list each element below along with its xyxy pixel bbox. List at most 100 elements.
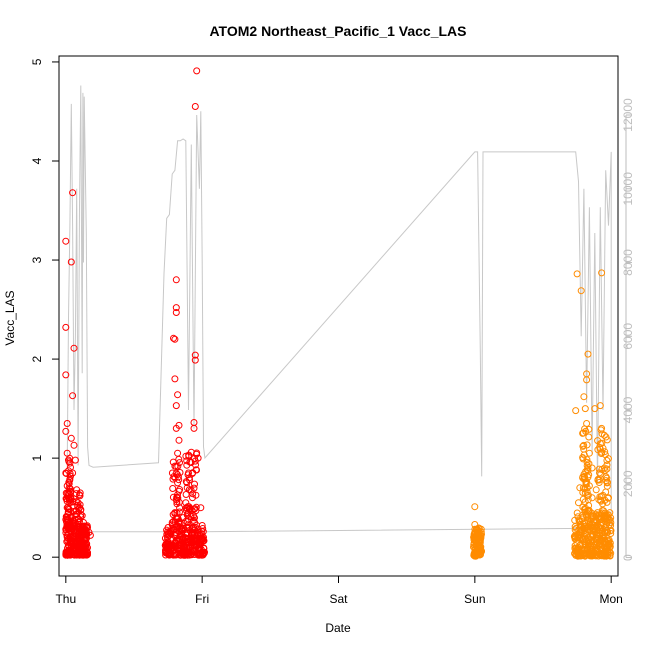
data-point bbox=[181, 549, 189, 557]
data-point bbox=[175, 436, 183, 444]
data-point bbox=[475, 532, 483, 540]
data-point bbox=[573, 509, 581, 517]
data-point bbox=[588, 464, 596, 472]
data-point bbox=[586, 538, 594, 546]
data-point bbox=[174, 491, 181, 499]
data-point bbox=[199, 525, 207, 532]
data-point bbox=[191, 518, 199, 526]
data-point bbox=[583, 466, 591, 474]
data-point bbox=[65, 494, 72, 502]
data-point bbox=[600, 464, 608, 472]
data-point bbox=[63, 482, 71, 490]
data-point bbox=[575, 499, 582, 507]
data-point bbox=[78, 512, 86, 520]
data-point bbox=[604, 548, 612, 556]
data-point bbox=[571, 526, 579, 534]
data-point bbox=[200, 544, 208, 552]
data-point bbox=[171, 335, 179, 343]
data-point bbox=[585, 482, 593, 490]
data-point bbox=[599, 444, 607, 452]
data-point bbox=[600, 512, 608, 520]
data-point bbox=[64, 505, 72, 513]
data-point bbox=[581, 489, 589, 497]
data-point bbox=[582, 478, 590, 486]
data-point bbox=[604, 455, 612, 463]
data-point bbox=[597, 536, 605, 544]
data-point bbox=[164, 524, 172, 531]
data-point bbox=[606, 509, 614, 517]
data-point bbox=[168, 469, 176, 477]
data-point bbox=[172, 309, 180, 316]
data-point bbox=[598, 424, 606, 432]
data-point bbox=[572, 407, 580, 415]
y-tick-label: 5 bbox=[30, 58, 44, 65]
y2-tick-label: 6000 bbox=[621, 323, 635, 350]
data-point bbox=[166, 545, 174, 553]
data-point bbox=[591, 405, 599, 413]
data-point bbox=[584, 350, 592, 358]
data-point bbox=[181, 534, 189, 541]
data-point bbox=[175, 421, 183, 429]
data-point bbox=[184, 523, 192, 531]
data-point bbox=[186, 458, 194, 466]
data-point bbox=[69, 189, 77, 197]
data-point bbox=[74, 499, 82, 507]
data-point bbox=[65, 506, 73, 513]
data-point bbox=[200, 533, 207, 541]
data-point bbox=[576, 484, 584, 492]
x-tick-label: Mon bbox=[600, 592, 623, 606]
data-point bbox=[176, 504, 184, 512]
data-point bbox=[63, 420, 71, 427]
y-axis-label: Vacc_LAS bbox=[3, 290, 17, 345]
data-point bbox=[572, 544, 580, 552]
y-tick-label: 1 bbox=[30, 454, 44, 461]
data-point bbox=[475, 536, 483, 544]
data-point bbox=[590, 527, 598, 535]
data-point bbox=[65, 480, 73, 488]
data-point bbox=[577, 534, 585, 542]
data-point bbox=[580, 441, 588, 449]
data-point bbox=[579, 455, 587, 463]
data-point bbox=[172, 496, 180, 504]
data-point bbox=[605, 494, 612, 502]
y-tick-label: 0 bbox=[30, 554, 44, 561]
data-point bbox=[602, 550, 610, 558]
data-point bbox=[176, 459, 183, 467]
data-point bbox=[476, 550, 484, 558]
data-point bbox=[585, 425, 593, 433]
data-point bbox=[76, 491, 83, 499]
data-point bbox=[172, 304, 180, 312]
data-point bbox=[579, 495, 587, 503]
data-point bbox=[190, 424, 198, 432]
data-point bbox=[191, 356, 199, 364]
data-point bbox=[591, 538, 599, 546]
data-point bbox=[603, 479, 611, 487]
data-point bbox=[192, 461, 199, 469]
data-point bbox=[585, 449, 593, 457]
data-point bbox=[592, 486, 600, 494]
data-point bbox=[191, 103, 199, 110]
data-point bbox=[177, 532, 184, 540]
data-point bbox=[597, 470, 605, 478]
data-point bbox=[192, 548, 199, 555]
data-point bbox=[601, 448, 609, 456]
x-tick-label: Fri bbox=[195, 592, 209, 606]
data-point bbox=[189, 494, 196, 502]
data-point bbox=[187, 486, 195, 494]
data-point bbox=[606, 540, 614, 547]
data-point bbox=[588, 494, 596, 502]
data-point bbox=[603, 436, 611, 444]
data-point bbox=[77, 511, 85, 518]
plot-area bbox=[62, 67, 615, 560]
y-tick-label: 3 bbox=[30, 256, 44, 263]
data-point bbox=[200, 537, 208, 545]
data-point bbox=[172, 276, 180, 284]
data-point bbox=[67, 434, 75, 442]
data-point bbox=[179, 514, 187, 522]
data-point bbox=[604, 528, 612, 536]
data-point bbox=[178, 548, 186, 556]
data-point bbox=[188, 539, 196, 547]
data-point bbox=[585, 433, 593, 441]
data-point bbox=[172, 523, 180, 531]
